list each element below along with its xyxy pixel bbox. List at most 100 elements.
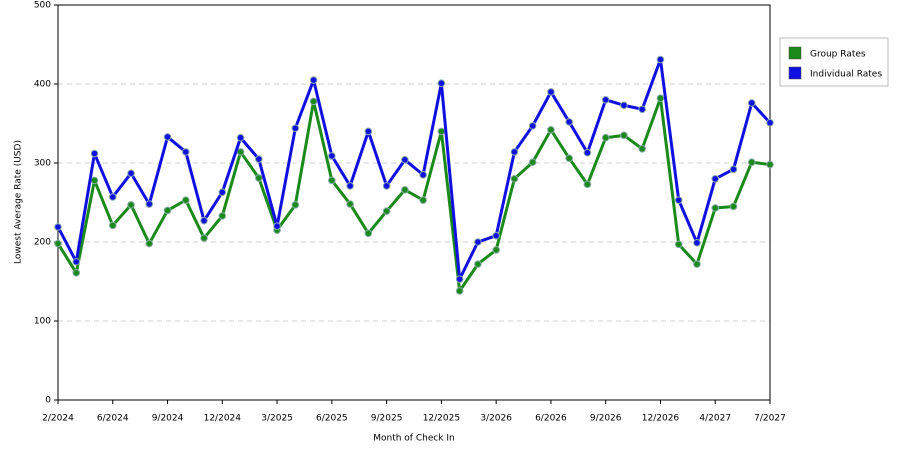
series-line [56,96,771,293]
data-point [601,96,610,104]
x-tick-label: 6/2025 [316,414,348,424]
data-point [108,221,117,230]
data-point [346,200,354,208]
data-point [382,207,391,215]
data-point [638,144,647,153]
data-point [766,118,774,127]
data-point [747,158,756,167]
data-point [328,176,336,185]
data-point [364,127,373,136]
y-tick-label: 0 [45,396,51,406]
data-point [54,239,62,248]
x-tick-label: 7/2027 [754,414,786,424]
data-point [474,238,482,246]
data-point [455,287,464,295]
data-point [729,202,738,211]
x-tick-label: 9/2025 [371,414,403,424]
data-point [127,201,135,209]
data-point [72,257,81,266]
data-point [218,212,227,220]
data-point [674,240,683,249]
data-point [291,201,300,209]
data-point [181,148,190,156]
data-point [583,180,592,189]
data-point [638,105,647,114]
series-line [56,58,772,281]
data-point [693,238,701,247]
data-point [72,269,81,277]
data-point [382,182,391,190]
x-tick-label: 3/2026 [480,414,512,424]
data-point [474,260,482,268]
data-point [711,204,720,212]
data-point [346,182,354,190]
data-point [565,118,573,126]
x-tick-label: 3/2025 [261,414,293,424]
data-point [601,133,610,142]
data-point [419,196,427,204]
data-point [163,133,172,141]
data-point [437,79,446,88]
data-point [693,260,701,268]
data-point [236,148,245,156]
legend-label: Individual Rates [810,70,882,80]
data-point [547,88,555,96]
y-tick-label: 100 [34,317,51,327]
data-point [54,223,62,231]
data-point [747,99,756,107]
data-point [656,94,665,103]
data-point [419,171,427,179]
y-tick-label: 300 [34,159,51,169]
data-point [620,101,628,110]
x-tick-label: 12/2025 [423,414,460,424]
data-point [200,216,208,225]
data-point [163,206,172,215]
data-point [711,175,720,183]
data-point [583,148,592,157]
y-tick-label: 500 [34,1,51,11]
data-point [255,174,263,182]
x-tick-label: 6/2026 [535,414,567,424]
y-tick-label: 200 [34,238,51,248]
data-point [200,234,208,242]
data-point [528,158,537,167]
data-point [401,186,409,194]
data-point [309,97,318,106]
data-point [273,222,281,230]
data-point [108,193,117,201]
data-point [145,239,154,248]
y-tick-label: 400 [34,80,51,90]
legend-label: Group Rates [810,50,866,60]
data-point [510,148,519,156]
data-point [218,188,227,197]
data-point [729,165,738,174]
data-point [766,160,774,169]
data-point [492,231,500,240]
data-point [547,126,555,134]
legend-swatch [788,46,802,60]
data-point [620,131,628,140]
data-point [528,122,537,130]
data-point [455,275,464,283]
x-tick-label: 4/2027 [699,414,731,424]
x-tick-label: 12/2024 [204,414,242,424]
data-point [309,76,318,84]
data-point [291,124,300,133]
x-tick-label: 2/2024 [42,414,74,424]
data-point [492,246,500,254]
data-point [401,156,409,164]
x-tick-label: 9/2024 [152,414,184,424]
x-tick-label: 9/2026 [590,414,622,424]
data-point [145,200,154,208]
data-point [181,196,190,204]
data-point [510,175,519,183]
x-tick-label: 12/2026 [642,414,680,424]
data-point [328,152,336,160]
data-point [565,154,573,163]
data-point [90,149,99,158]
data-point [90,176,99,185]
x-tick-label: 6/2024 [97,414,129,424]
data-point [656,55,665,64]
data-point [255,155,263,163]
